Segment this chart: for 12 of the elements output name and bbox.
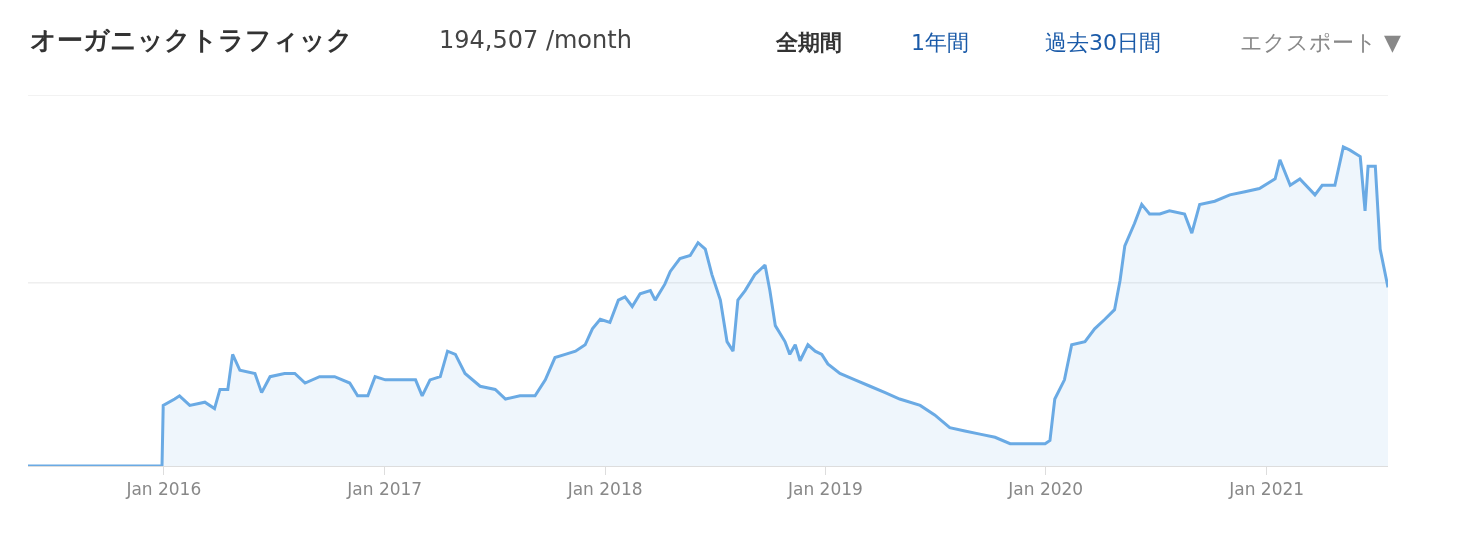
text: エクスポート ▼ [1240,30,1401,55]
x-tick-label: Jan 2020 [1007,479,1084,500]
text: 1年間 [911,30,969,55]
x-tick-label: Jan 2018 [566,479,643,500]
x-tick-label: Jan 2016 [125,479,202,500]
text: 全期間 [775,30,842,55]
chart-subtitle: 194,507 /month [439,26,632,54]
x-tick-label: Jan 2017 [346,479,423,500]
chart-title: オーガニックトラフィック [30,25,353,55]
x-tick-label: Jan 2021 [1228,479,1305,500]
text: 過去30日間 [1045,30,1161,55]
x-tick-label: Jan 2019 [786,479,863,500]
